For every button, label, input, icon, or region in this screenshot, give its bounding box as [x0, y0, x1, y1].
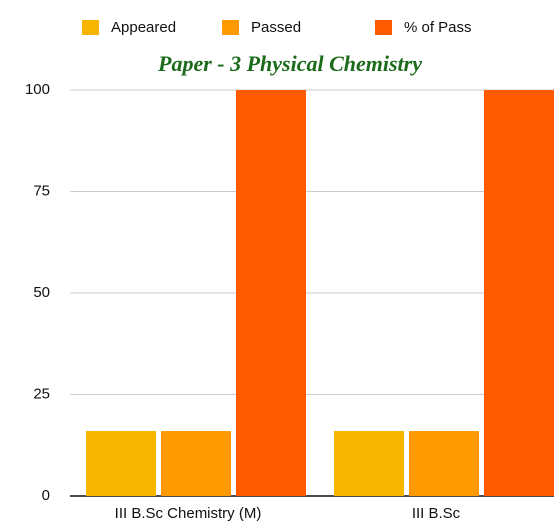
x-tick-label: III B.Sc — [412, 505, 461, 522]
y-tick-label: 25 — [33, 385, 50, 402]
bar — [161, 431, 231, 496]
legend-swatch — [82, 20, 99, 35]
legend-swatch — [375, 20, 392, 35]
legend-label: Appeared — [111, 19, 176, 36]
bar — [484, 90, 554, 496]
y-tick-label: 50 — [33, 284, 50, 301]
y-tick-label: 100 — [25, 81, 50, 98]
legend-label: Passed — [251, 19, 301, 36]
y-tick-label: 75 — [33, 182, 50, 199]
chart-title: Paper - 3 Physical Chemistry — [157, 51, 422, 76]
x-tick-label: III B.Sc Chemistry (M) — [115, 505, 262, 522]
legend-swatch — [222, 20, 239, 35]
bar — [334, 431, 404, 496]
bar — [409, 431, 479, 496]
y-tick-label: 0 — [42, 487, 50, 504]
legend-label: % of Pass — [404, 19, 472, 36]
bar — [236, 90, 306, 496]
bar — [86, 431, 156, 496]
